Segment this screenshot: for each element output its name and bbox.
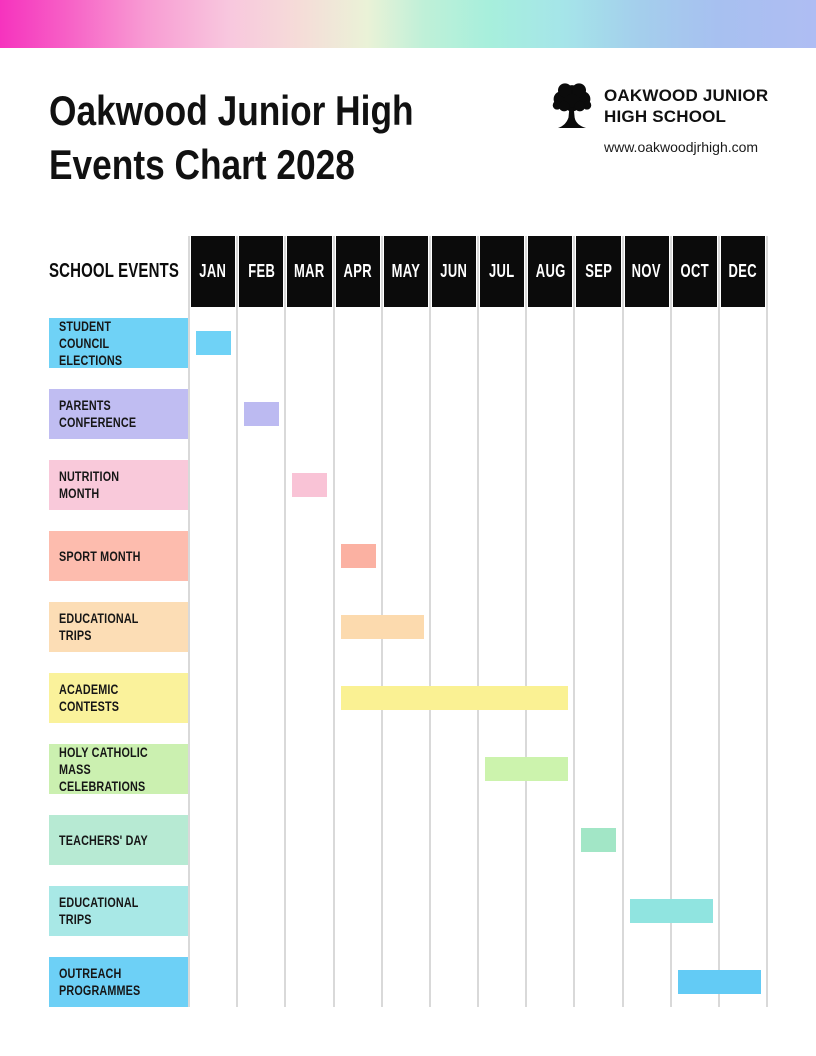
event-row: PARENTS CONFERENCE <box>49 389 767 439</box>
month-header-cell: AUG <box>528 236 573 307</box>
event-label: SPORT MONTH <box>49 531 188 581</box>
event-row: HOLY CATHOLIC MASS CELEBRATIONS <box>49 744 767 794</box>
grid-line <box>669 236 672 1007</box>
gradient-banner <box>0 0 816 48</box>
event-label-text: OUTREACH PROGRAMMES <box>59 966 141 998</box>
event-label-text: EDUCATIONAL TRIPS <box>59 895 139 927</box>
month-header-cell: APR <box>335 236 380 307</box>
month-header-cell: SEP <box>576 236 621 307</box>
event-row: STUDENT COUNCIL ELECTIONS <box>49 318 767 368</box>
month-label: JUN <box>440 261 468 281</box>
grid-line <box>525 236 528 1007</box>
event-bar <box>292 473 328 497</box>
grid-line <box>284 236 287 1007</box>
school-events-header-label: SCHOOL EVENTS <box>49 260 180 282</box>
event-bar <box>485 757 569 781</box>
event-label: OUTREACH PROGRAMMES <box>49 957 188 1007</box>
month-header-cell: MAR <box>287 236 332 307</box>
event-row: OUTREACH PROGRAMMES <box>49 957 767 1007</box>
event-bar <box>677 970 761 994</box>
month-header-row: JAN FEB MAR APR MAY JUN JUL AUG SEP NOV … <box>189 236 767 307</box>
event-row: TEACHERS' DAY <box>49 815 767 865</box>
event-bar <box>340 544 376 568</box>
event-label-text: PARENTS CONFERENCE <box>59 398 137 430</box>
gantt-rows: STUDENT COUNCIL ELECTIONS PARENTS CONFER… <box>49 318 767 1007</box>
month-label: AUG <box>535 261 566 281</box>
grid-line <box>236 236 239 1007</box>
event-label: PARENTS CONFERENCE <box>49 389 188 439</box>
month-header-cell: JUN <box>431 236 477 307</box>
event-row: ACADEMIC CONTESTS <box>49 673 767 723</box>
school-name: OAKWOOD JUNIOR HIGH SCHOOL <box>604 86 769 126</box>
page-title: Oakwood Junior High Events Chart 2028 <box>49 87 414 188</box>
month-label: JUL <box>489 261 515 281</box>
website-url: www.oakwoodjrhigh.com <box>604 139 759 155</box>
event-label: STUDENT COUNCIL ELECTIONS <box>49 318 188 368</box>
event-label: NUTRITION MONTH <box>49 460 188 510</box>
grid-line <box>766 236 768 1007</box>
month-header-cell: DEC <box>720 236 766 307</box>
grid-line <box>477 236 479 1007</box>
month-header-cell: NOV <box>624 236 669 307</box>
event-row: EDUCATIONAL TRIPS <box>49 886 767 936</box>
month-label: DEC <box>728 261 758 281</box>
event-label-text: SPORT MONTH <box>59 548 141 564</box>
event-bar <box>340 686 569 710</box>
month-header-cell: MAY <box>383 236 428 307</box>
grid-line <box>188 236 190 1007</box>
event-label: HOLY CATHOLIC MASS CELEBRATIONS <box>49 744 188 794</box>
month-label: JAN <box>199 261 227 281</box>
event-label-text: NUTRITION MONTH <box>59 469 120 501</box>
school-events-header: SCHOOL EVENTS <box>49 236 188 307</box>
event-row: NUTRITION MONTH <box>49 460 767 510</box>
month-label: SEP <box>584 261 612 281</box>
month-header-cell: JAN <box>191 236 236 307</box>
event-row: EDUCATIONAL TRIPS <box>49 602 767 652</box>
event-label-text: TEACHERS' DAY <box>59 832 148 848</box>
grid-line <box>428 236 431 1007</box>
event-label-text: STUDENT COUNCIL ELECTIONS <box>59 318 123 368</box>
month-header-cell: JUL <box>480 236 525 307</box>
event-label: TEACHERS' DAY <box>49 815 188 865</box>
event-label-text: EDUCATIONAL TRIPS <box>59 611 139 643</box>
month-label: MAY <box>391 261 421 281</box>
oak-tree-icon <box>552 83 592 128</box>
month-label: APR <box>343 261 372 281</box>
grid-line <box>621 236 624 1007</box>
event-bar <box>581 828 617 852</box>
event-label-text: HOLY CATHOLIC MASS CELEBRATIONS <box>59 744 148 794</box>
month-header-cell: OCT <box>672 236 717 307</box>
event-label: EDUCATIONAL TRIPS <box>49 886 188 936</box>
event-bar <box>340 615 424 639</box>
grid-line <box>717 236 720 1007</box>
event-bar <box>244 402 280 426</box>
month-header-cell: FEB <box>239 236 284 307</box>
month-label: MAR <box>294 261 325 281</box>
event-bar <box>629 899 713 923</box>
event-row: SPORT MONTH <box>49 531 767 581</box>
event-label: EDUCATIONAL TRIPS <box>49 602 188 652</box>
event-bar <box>196 331 232 355</box>
event-label: ACADEMIC CONTESTS <box>49 673 188 723</box>
month-label: FEB <box>247 261 275 281</box>
month-label: OCT <box>680 261 709 281</box>
grid-line <box>573 236 576 1007</box>
event-label-text: ACADEMIC CONTESTS <box>59 682 120 714</box>
month-label: NOV <box>632 261 662 281</box>
grid-line <box>332 236 335 1007</box>
